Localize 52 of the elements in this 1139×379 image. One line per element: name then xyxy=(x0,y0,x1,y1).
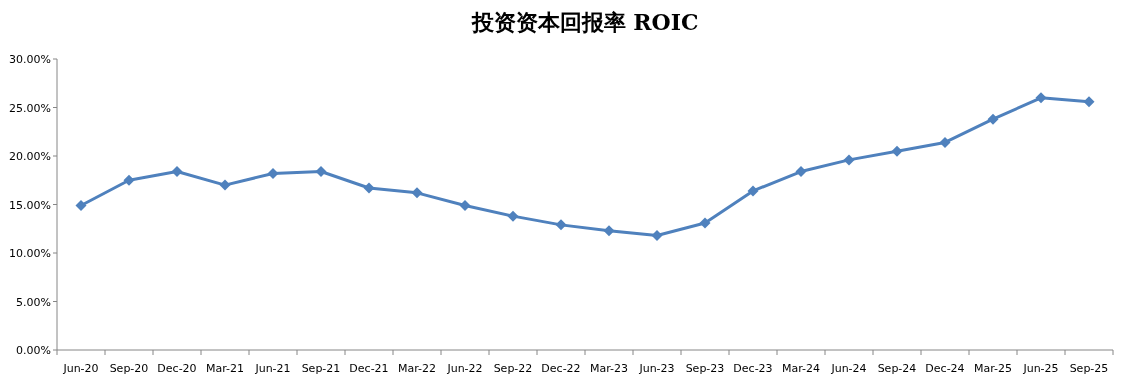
point xyxy=(459,199,471,211)
point xyxy=(843,154,855,166)
point xyxy=(363,182,375,194)
x-tick-label: Jun-22 xyxy=(446,362,483,375)
x-tick-label: Jun-20 xyxy=(62,362,99,375)
point xyxy=(699,217,711,229)
x-tick-label: Mar-24 xyxy=(781,362,821,375)
point xyxy=(747,185,759,197)
chart-title: 投资资本回报率 ROIC xyxy=(470,9,699,35)
point xyxy=(315,166,327,178)
point xyxy=(411,187,423,199)
x-tick-label: Mar-25 xyxy=(973,362,1013,375)
x-tick-label: Jun-23 xyxy=(638,362,675,375)
y-tick-label: 30.00% xyxy=(9,53,51,66)
x-tick-label: Dec-22 xyxy=(541,362,581,375)
point xyxy=(219,179,231,191)
x-tick-label: Sep-21 xyxy=(301,362,341,375)
x-tick-label: Sep-24 xyxy=(877,362,917,375)
x-tick-label: Sep-25 xyxy=(1069,362,1109,375)
x-tick-label: Jun-21 xyxy=(254,362,291,375)
y-tick-label: 25.00% xyxy=(9,101,51,115)
y-tick-label: 0.00% xyxy=(16,344,51,357)
point xyxy=(795,166,807,178)
point xyxy=(651,230,663,242)
x-tick-label: Sep-23 xyxy=(685,362,725,375)
x-tick-label: Dec-21 xyxy=(349,362,389,375)
x-tick-label: Mar-23 xyxy=(589,362,629,375)
point xyxy=(891,145,903,157)
point xyxy=(123,174,135,186)
x-tick-label: Sep-20 xyxy=(109,362,149,375)
x-tick-label: Jun-24 xyxy=(830,362,867,375)
x-tick-label: Mar-22 xyxy=(397,362,437,375)
point xyxy=(507,210,519,222)
x-tick-label: Sep-22 xyxy=(493,362,533,375)
point xyxy=(939,136,951,148)
point xyxy=(171,166,183,178)
x-tick-label: Dec-23 xyxy=(733,362,773,375)
x-tick-label: Mar-21 xyxy=(205,362,245,375)
point xyxy=(987,113,999,125)
y-tick-label: 10.00% xyxy=(9,247,51,260)
point xyxy=(555,219,567,231)
point xyxy=(1083,96,1095,108)
point xyxy=(603,225,615,237)
x-tick-label: Dec-24 xyxy=(925,362,965,375)
y-tick-label: 20.00% xyxy=(9,150,51,163)
point xyxy=(267,167,279,179)
point xyxy=(1035,92,1047,104)
y-tick-label: 15.00% xyxy=(9,198,51,212)
x-tick-label: Jun-25 xyxy=(1022,362,1059,375)
y-tick-label: 5.00% xyxy=(16,295,51,309)
x-tick-label: Dec-20 xyxy=(157,362,197,375)
point xyxy=(75,199,87,211)
